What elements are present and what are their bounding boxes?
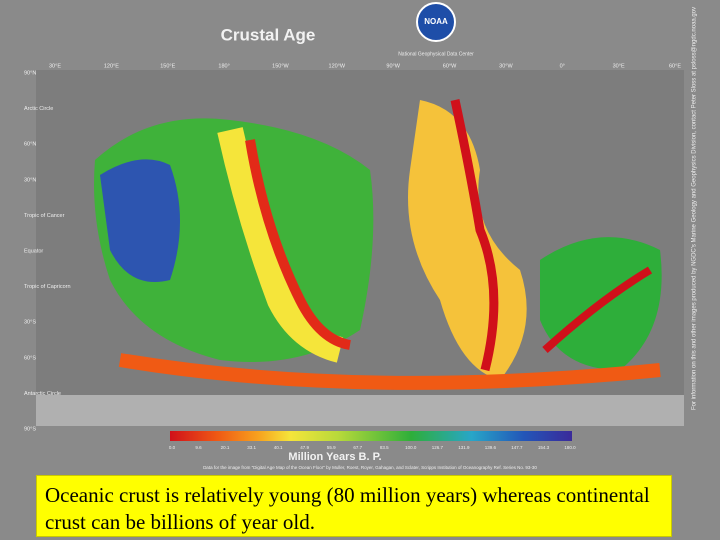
legend-title: Million Years B. P. <box>288 451 381 463</box>
map-figure: Crustal Age NOAA National Geophysical Da… <box>24 2 698 471</box>
ridge <box>245 139 352 350</box>
logo-caption: National Geophysical Data Center <box>398 51 474 57</box>
logo-text: NOAA <box>424 17 448 26</box>
longitude-label: 30°W <box>499 63 513 69</box>
color-bar-label: 20.1 <box>221 445 230 450</box>
color-bar-label: 131.9 <box>458 445 470 450</box>
color-bar-label: 33.1 <box>247 445 256 450</box>
color-bar-label: 147.7 <box>511 445 523 450</box>
color-bar-label: 100.0 <box>405 445 417 450</box>
old-crust <box>100 159 180 282</box>
longitude-label: 150°W <box>272 63 289 69</box>
young-band <box>217 127 344 363</box>
logo <box>416 2 456 42</box>
latitude-label: 60°N <box>24 142 36 148</box>
color-bar-label: 40.1 <box>274 445 283 450</box>
longitude-label: 60°E <box>669 63 681 69</box>
color-bar-label: 9.6 <box>195 445 202 450</box>
color-bar-label: 0.0 <box>169 445 176 450</box>
color-bar-label: 67.7 <box>353 445 362 450</box>
color-bar-label: 139.6 <box>485 445 497 450</box>
longitude-label: 30°E <box>49 63 61 69</box>
longitude-label: 0° <box>560 63 565 69</box>
color-bar-label: 55.9 <box>327 445 336 450</box>
latitude-label: Tropic of Cancer <box>24 213 65 219</box>
latitude-label: 90°S <box>24 426 36 432</box>
indian-ridge <box>542 266 653 353</box>
latitude-label: Antarctic Circle <box>24 391 61 397</box>
color-bar-label: 83.5 <box>380 445 389 450</box>
caption: Oceanic crust is relatively young (80 mi… <box>36 475 672 537</box>
latitude-label: 60°S <box>24 355 36 361</box>
color-bar <box>170 431 572 441</box>
antarctica <box>36 395 684 426</box>
color-bar-label: 47.9 <box>300 445 309 450</box>
latitude-label: Tropic of Capricorn <box>24 284 71 290</box>
latitude-label: 90°N <box>24 70 36 76</box>
color-bar-label: 154.3 <box>538 445 550 450</box>
latitude-label: Arctic Circle <box>24 106 53 112</box>
longitude-label: 30°E <box>613 63 625 69</box>
latitude-label: 30°S <box>24 320 36 326</box>
color-bar-label: 126.7 <box>432 445 444 450</box>
longitude-label: 90°W <box>386 63 400 69</box>
longitude-label: 60°W <box>443 63 457 69</box>
latitude-label: Equator <box>24 248 43 254</box>
atlantic-ridge <box>450 99 499 372</box>
title: Crustal Age <box>221 25 316 44</box>
longitude-label: 150°E <box>160 63 175 69</box>
longitude-label: 180° <box>218 63 229 69</box>
longitude-label: 120°W <box>329 63 346 69</box>
legend-source: Data for the image from "Digital Age Map… <box>203 465 537 470</box>
color-bar-label: 180.0 <box>564 445 576 450</box>
southern-ridge <box>118 353 661 390</box>
longitude-label: 120°E <box>104 63 119 69</box>
credit: For information on this and other images… <box>692 7 698 410</box>
latitude-label: 30°N <box>24 177 36 183</box>
